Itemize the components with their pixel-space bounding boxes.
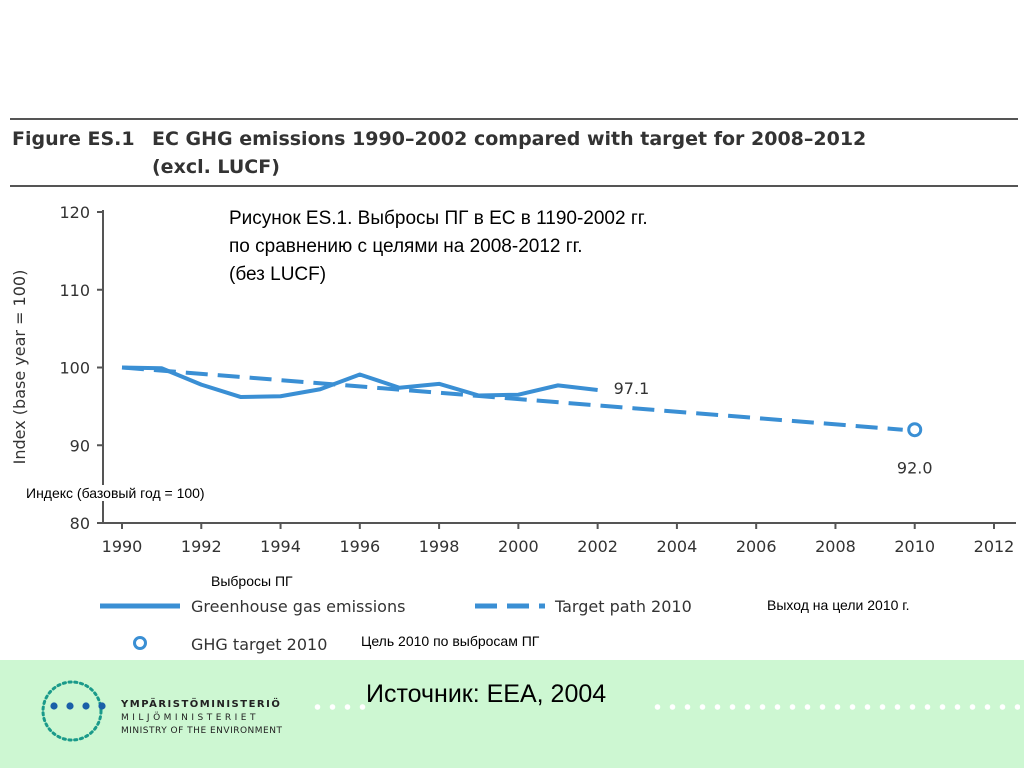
figure-label: Figure ES.1: [12, 128, 135, 150]
x-tick-label: 1998: [419, 537, 460, 556]
ministry-name-sv: MILJÖMINISTERIET: [121, 713, 259, 723]
x-tick-label: 2012: [974, 537, 1015, 556]
x-tick-label: 2002: [577, 537, 618, 556]
x-tick-label: 2006: [736, 537, 777, 556]
chart-ticks: 80 90 100 110 120 1990 1992 1994 1996 1998 2000 200…: [59, 203, 1014, 556]
x-tick-label: 2000: [498, 537, 539, 556]
ru-caption: Рисунок ES.1. Выбросы ПГ в ЕС в 1190-200…: [229, 205, 648, 289]
y-tick-label: 80: [70, 514, 90, 533]
ru-target-path-note: Выход на цели 2010 г.: [767, 597, 910, 613]
figure-title-line2: (excl. LUCF): [152, 156, 280, 178]
chart-series: 97.1 92.0: [121, 365, 933, 478]
bottom-rule: [10, 185, 1018, 187]
footer-band: [0, 660, 1024, 768]
top-rule: [10, 118, 1018, 120]
y-tick-label: 110: [59, 281, 90, 300]
x-tick-label: 2010: [894, 537, 935, 556]
ru-emissions-note: Выбросы ПГ: [211, 573, 293, 589]
x-tick-label: 1996: [339, 537, 380, 556]
ru-caption-line2: по сравнению с целями на 2008-2012 гг.: [229, 236, 583, 257]
source-text: Источник: ЕЕА, 2004: [366, 680, 607, 708]
x-tick-label: 1990: [102, 537, 143, 556]
ministry-logo: [41, 680, 106, 742]
x-tick-label: 1994: [260, 537, 301, 556]
ru-ylabel-note: Индекс (базовый год = 100): [26, 485, 205, 501]
ministry-name-en: MINISTRY OF THE ENVIRONMENT: [121, 726, 283, 736]
legend-target-path-label: Target path 2010: [555, 597, 692, 616]
legend-target-marker: [133, 636, 147, 650]
x-tick-label: 1992: [181, 537, 222, 556]
x-tick-label: 2004: [657, 537, 698, 556]
footer-dots-left: [310, 704, 366, 710]
emissions-chart: 80 90 100 110 120 1990 1992 1994 1996 1998 2000 200…: [10, 203, 1016, 650]
figure-title: Figure ES.1 EC GHG emissions 1990–2002 co…: [12, 125, 866, 181]
ministry-name-fi: YMPÄRISTÖMINISTERIÖ: [121, 699, 282, 710]
target-2010-marker: [907, 422, 923, 438]
ru-target-note: Цель 2010 по выбросам ПГ: [361, 633, 540, 649]
y-tick-label: 90: [70, 436, 90, 455]
x-tick-label: 2008: [815, 537, 856, 556]
emissions-end-label: 97.1: [614, 379, 650, 398]
y-tick-label: 100: [59, 359, 90, 378]
ru-caption-line3: (без LUCF): [229, 264, 327, 285]
legend-emissions-label: Greenhouse gas emissions: [191, 597, 406, 616]
legend-target-label: GHG target 2010: [191, 635, 328, 654]
y-axis-label: Index (base year = 100): [10, 270, 29, 465]
ru-caption-line1: Рисунок ES.1. Выбросы ПГ в ЕС в 1190-200…: [229, 208, 648, 229]
target-path-line: [121, 365, 903, 432]
footer-dots-right: [650, 704, 1020, 710]
figure-title-line1: EC GHG emissions 1990–2002 compared with…: [152, 128, 867, 150]
target-2010-label: 92.0: [897, 459, 933, 478]
y-tick-label: 120: [59, 203, 90, 222]
